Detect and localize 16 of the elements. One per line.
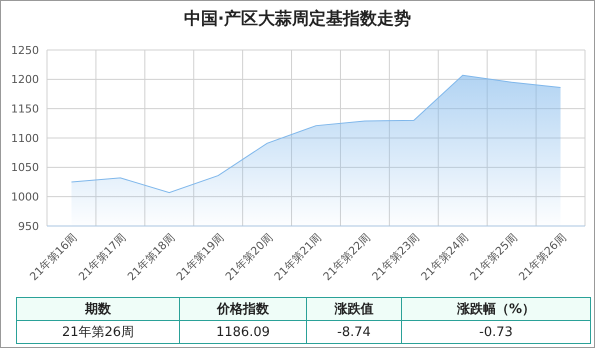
text: 涨跌值 xyxy=(306,298,402,320)
y-tick-label: 1150 xyxy=(11,102,39,116)
y-tick-label: 1100 xyxy=(11,132,39,145)
y-tick-label: 1200 xyxy=(11,73,39,86)
text: 期数 xyxy=(16,298,180,320)
y-tick-label: 1250 xyxy=(11,44,39,57)
y-tick-label: 1000 xyxy=(11,190,39,204)
text: 21年第26周 xyxy=(16,320,180,344)
y-tick-label: 1050 xyxy=(11,161,39,174)
chart-title: 中国·产区大蒜周定基指数走势 xyxy=(182,8,412,30)
text: 涨跌幅（%） xyxy=(402,298,590,320)
text: -0.73 xyxy=(402,320,590,344)
text: 价格指数 xyxy=(180,298,306,320)
text: -8.74 xyxy=(306,320,402,344)
y-tick-label: 950 xyxy=(18,220,39,233)
text: 1186.09 xyxy=(180,320,306,344)
